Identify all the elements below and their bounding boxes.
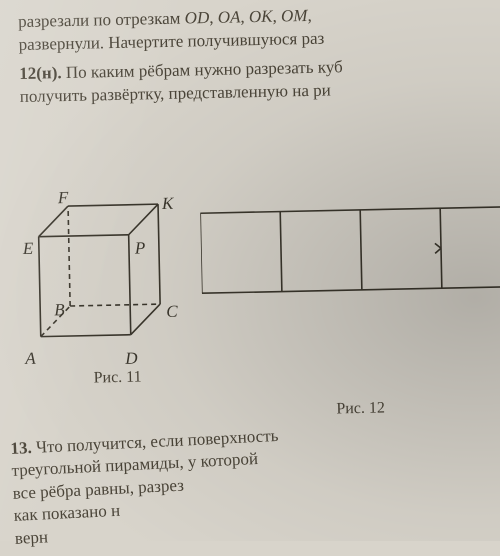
text: По каким рёбрам нужно разрезать куб <box>61 57 342 82</box>
cube-diagram <box>21 135 196 359</box>
vertex-label-b: B <box>54 300 65 320</box>
page-content: разрезали по отрезкам OD, OA, OK, OM, ра… <box>0 0 500 409</box>
task-12: 12(н). По каким рёбрам нужно разрезать к… <box>19 53 500 109</box>
text: все рёбра равны, разрез <box>12 475 184 502</box>
task-number: 12(н). <box>19 63 62 83</box>
figures-area: FKEPBCAD Рис. 11 Рис. 12 <box>21 128 500 408</box>
seg-ok: OK <box>249 7 273 26</box>
cube-net-diagram <box>200 198 500 305</box>
vertex-label-f: F <box>58 188 69 208</box>
vertex-label-c: C <box>166 302 178 322</box>
vertex-label-p: P <box>135 238 146 258</box>
text: как показано н <box>13 501 120 525</box>
vertex-label-d: D <box>125 348 138 368</box>
text: разрезали по отрезкам <box>18 9 185 31</box>
text: , <box>272 7 281 26</box>
seg-om: OM <box>281 6 308 26</box>
task-13-fragment: 13. Что получится, если поверхность треу… <box>10 412 500 556</box>
text: , <box>307 6 312 25</box>
vertex-label-k: K <box>162 194 174 214</box>
figure-11-caption: Рис. 11 <box>93 368 141 387</box>
prev-task-fragment: разрезали по отрезкам OD, OA, OK, OM, ра… <box>18 1 500 57</box>
vertex-label-e: E <box>23 239 34 259</box>
text: , <box>209 8 218 27</box>
text: развернули. Начертите получившуюся раз <box>18 29 324 54</box>
seg-od: OD <box>184 8 209 28</box>
figure-12-caption: Рис. 12 <box>336 399 385 418</box>
text: , <box>240 7 249 26</box>
vertex-label-a: A <box>25 348 36 368</box>
text: получить развёртку, представленную на ри <box>20 80 331 106</box>
task-number: 13. <box>10 438 32 458</box>
task-13: 13. Что получится, если поверхность треу… <box>10 412 500 550</box>
seg-oa: OA <box>218 7 241 26</box>
text: верн <box>14 527 48 548</box>
